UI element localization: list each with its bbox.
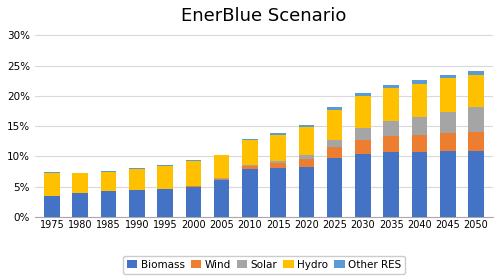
Bar (327, 147, 342, 158)
Bar (157, 189, 173, 217)
Bar (468, 71, 484, 75)
Bar (355, 128, 370, 140)
Bar (157, 165, 173, 166)
Bar (298, 167, 314, 217)
Bar (412, 152, 428, 217)
Bar (270, 161, 286, 163)
Bar (440, 78, 456, 111)
Bar (327, 158, 342, 217)
Bar (327, 110, 342, 140)
Legend: Biomass, Wind, Solar, Hydro, Other RES: Biomass, Wind, Solar, Hydro, Other RES (123, 256, 405, 274)
Title: EnerBlue Scenario: EnerBlue Scenario (182, 7, 346, 25)
Bar (100, 172, 116, 192)
Bar (186, 161, 201, 186)
Bar (298, 159, 314, 167)
Bar (355, 154, 370, 217)
Bar (72, 193, 88, 217)
Bar (242, 165, 258, 166)
Bar (468, 131, 484, 151)
Bar (412, 80, 428, 84)
Bar (355, 140, 370, 154)
Bar (270, 163, 286, 168)
Bar (270, 135, 286, 161)
Bar (327, 140, 342, 147)
Bar (214, 179, 230, 180)
Bar (298, 125, 314, 127)
Bar (468, 151, 484, 217)
Bar (468, 75, 484, 107)
Bar (214, 178, 230, 179)
Bar (214, 180, 230, 217)
Bar (242, 140, 258, 165)
Bar (384, 85, 399, 88)
Bar (412, 135, 428, 152)
Bar (100, 192, 116, 217)
Bar (270, 168, 286, 217)
Bar (270, 133, 286, 135)
Bar (440, 75, 456, 78)
Bar (384, 121, 399, 136)
Bar (44, 196, 60, 217)
Bar (440, 111, 456, 133)
Bar (298, 155, 314, 159)
Bar (384, 136, 399, 152)
Bar (242, 166, 258, 169)
Bar (384, 152, 399, 217)
Bar (129, 169, 144, 190)
Bar (186, 160, 201, 161)
Bar (214, 155, 230, 178)
Bar (412, 84, 428, 117)
Bar (412, 117, 428, 135)
Bar (129, 190, 144, 217)
Bar (384, 88, 399, 121)
Bar (355, 96, 370, 128)
Bar (355, 93, 370, 96)
Bar (327, 107, 342, 110)
Bar (44, 173, 60, 196)
Bar (242, 169, 258, 217)
Bar (242, 139, 258, 140)
Bar (440, 151, 456, 217)
Bar (157, 166, 173, 189)
Bar (186, 187, 201, 217)
Bar (129, 168, 144, 169)
Bar (440, 133, 456, 151)
Bar (468, 107, 484, 131)
Bar (298, 127, 314, 155)
Bar (44, 172, 60, 173)
Bar (72, 173, 88, 193)
Bar (186, 186, 201, 187)
